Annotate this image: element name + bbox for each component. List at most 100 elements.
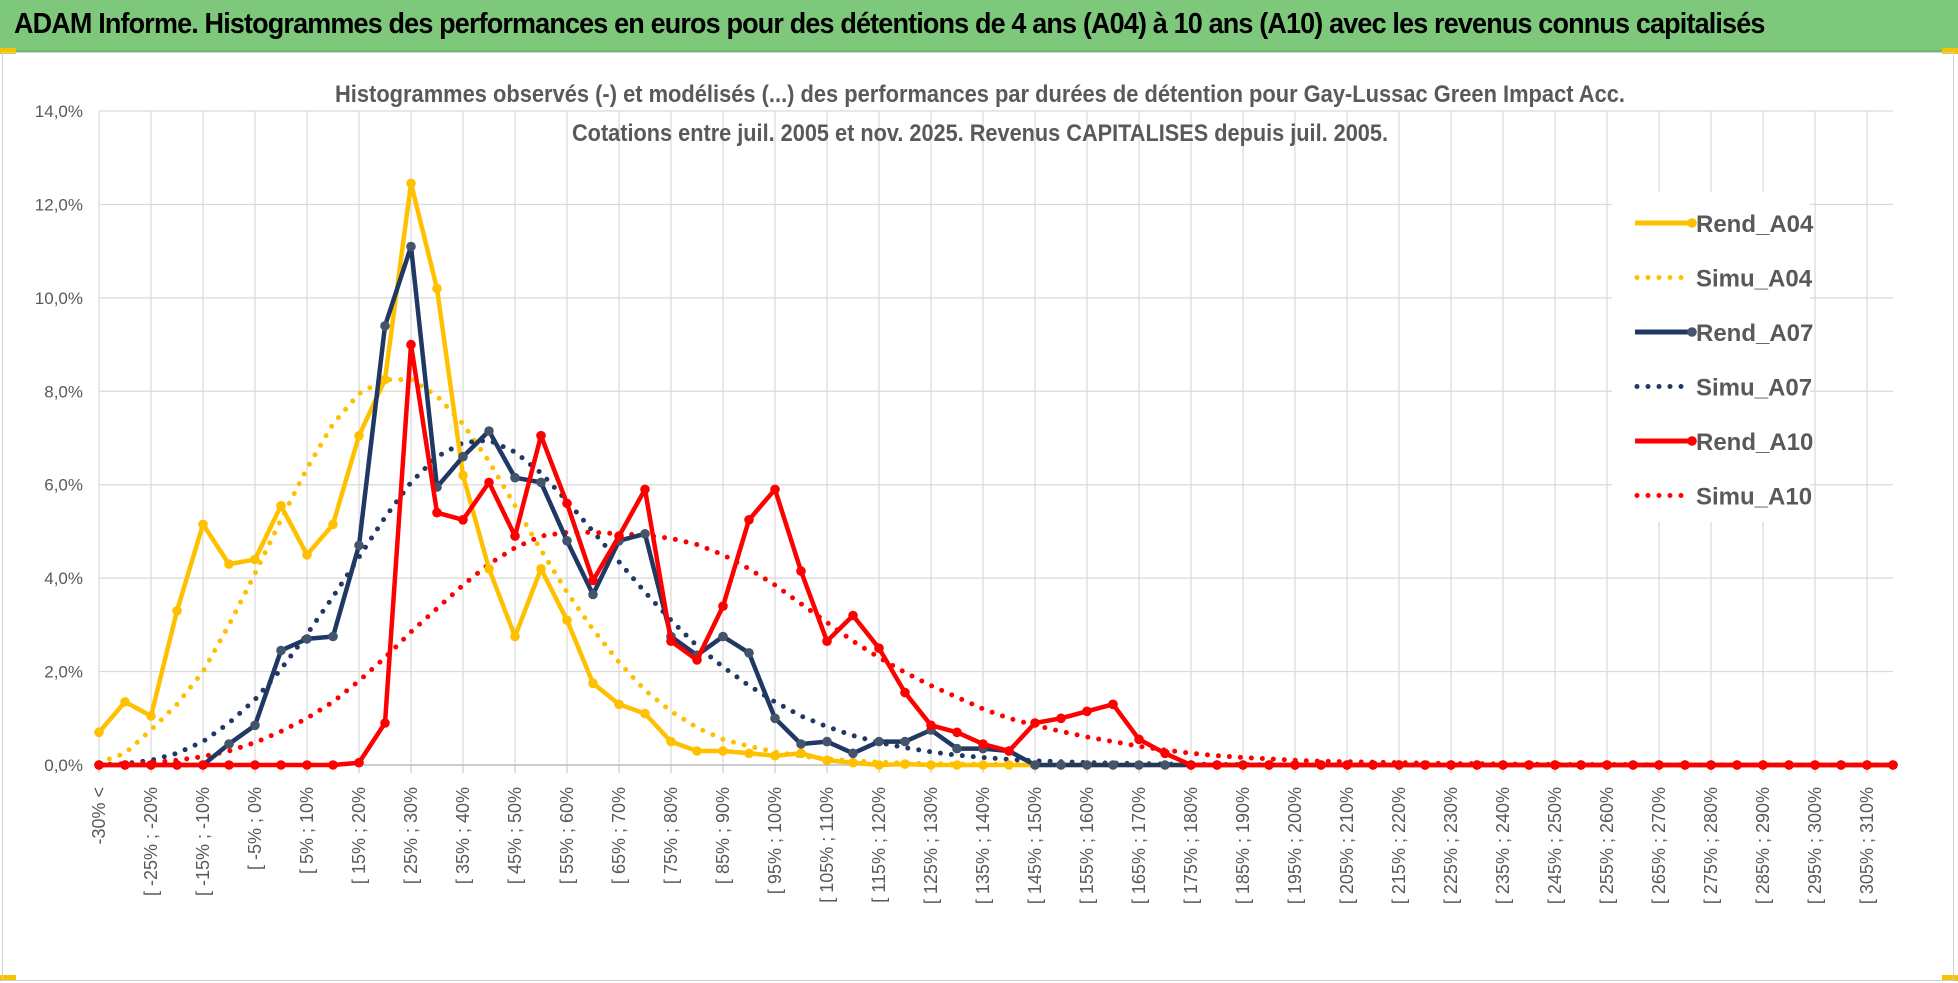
legend-label: Simu_A04 [1696, 266, 1813, 293]
data-point [432, 507, 442, 518]
data-point [978, 739, 988, 749]
report-title: ADAM Informe. Histogrammes des performan… [14, 8, 1765, 40]
y-tick-label: 2,0% [44, 663, 83, 682]
legend: Rend_A04 Simu_A04 Rend_A07 Simu_A07 Rend_A10… [1634, 211, 1814, 511]
y-tick-label: 8,0% [44, 382, 83, 401]
x-tick-label: [ 75% ; 80% [661, 787, 681, 884]
data-point [354, 430, 364, 441]
data-point [406, 178, 416, 189]
x-tick-label: [ -5% ; 0% [245, 787, 265, 870]
data-point [328, 760, 338, 770]
y-tick-label: 14,0% [35, 102, 83, 121]
y-tick-label: 4,0% [44, 569, 83, 588]
series-line [99, 342, 1893, 768]
data-point [1498, 760, 1508, 770]
data-point [692, 655, 702, 665]
data-point [1004, 746, 1014, 756]
data-point [822, 755, 832, 766]
data-point [718, 601, 728, 611]
x-tick-label: [ 55% ; 60% [557, 787, 577, 884]
data-point [458, 451, 468, 462]
series-simu-a10 [96, 529, 1896, 768]
data-point [120, 760, 130, 770]
x-tick-label: [ 125% ; 130% [921, 787, 941, 904]
data-point [796, 748, 806, 759]
data-point [1238, 760, 1248, 770]
data-point [1784, 760, 1794, 770]
data-point [900, 736, 910, 747]
data-point [1628, 760, 1638, 770]
data-point [952, 743, 962, 754]
data-point [770, 713, 780, 724]
data-point [692, 746, 702, 756]
series-line [96, 529, 1896, 768]
data-point [1160, 748, 1170, 759]
data-point [354, 757, 364, 768]
data-point [822, 636, 832, 646]
series-simu-a07 [96, 437, 1896, 768]
legend-label: Simu_A07 [1696, 375, 1812, 402]
data-point [1888, 760, 1898, 770]
x-tick-label: [ 15% ; 20% [349, 787, 369, 884]
x-tick-label: [ 165% ; 170% [1129, 787, 1149, 904]
data-point [588, 575, 598, 586]
data-point [744, 748, 754, 759]
corner-marker [0, 48, 16, 54]
data-point [1654, 760, 1664, 770]
data-point [588, 589, 598, 600]
data-point [822, 736, 832, 747]
data-point [1134, 734, 1144, 745]
data-point [796, 739, 806, 749]
data-point [354, 540, 364, 551]
data-point [380, 374, 390, 385]
data-point [458, 515, 468, 525]
data-point [198, 519, 208, 530]
y-tick-label: 0,0% [44, 756, 83, 775]
chart-title-line2: Cotations entre juil. 2005 et nov. 2025.… [572, 120, 1388, 147]
legend-label: Rend_A10 [1696, 429, 1813, 456]
data-point [1576, 760, 1586, 770]
legend-label: Rend_A04 [1696, 211, 1814, 238]
data-point [224, 559, 234, 569]
data-point [1030, 760, 1040, 770]
data-point [1368, 760, 1378, 770]
legend-label: Simu_A10 [1696, 484, 1812, 511]
data-point [328, 519, 338, 530]
x-tick-label: [ 255% ; 260% [1597, 787, 1617, 904]
x-tick-label: [ 135% ; 140% [973, 787, 993, 904]
series-line [96, 437, 1896, 768]
data-point [744, 648, 754, 658]
data-point [432, 283, 442, 294]
x-tick-label: [ 85% ; 90% [713, 787, 733, 884]
chart-frame [2, 52, 1954, 981]
chart-title-line1: Histogrammes observés (-) et modélisés (… [335, 81, 1625, 108]
data-point [1004, 760, 1014, 770]
legend-background [1612, 192, 1810, 522]
x-tick-label: [ 205% ; 210% [1337, 787, 1357, 904]
data-point [198, 760, 208, 770]
x-tick-label: [ 155% ; 160% [1077, 787, 1097, 904]
data-point [536, 430, 546, 441]
data-point [536, 477, 546, 488]
data-point [1472, 760, 1482, 770]
data-point [952, 727, 962, 738]
data-point [510, 472, 520, 483]
data-point [302, 760, 312, 770]
x-tick-label: [ -25% ; -20% [141, 787, 161, 896]
data-point [1212, 760, 1222, 770]
data-point [848, 757, 858, 768]
data-point [640, 708, 650, 719]
data-point [250, 720, 260, 731]
data-point [1810, 760, 1820, 770]
grid [98, 110, 1893, 766]
data-point [1758, 760, 1768, 770]
data-point [406, 339, 416, 350]
header-banner: ADAM Informe. Histogrammes des performan… [0, 0, 1958, 52]
data-point [1680, 760, 1690, 770]
data-point [1524, 760, 1534, 770]
data-point [484, 426, 494, 436]
x-tick-label: [ 295% ; 300% [1805, 787, 1825, 904]
x-tick-label: [ 145% ; 150% [1025, 787, 1045, 904]
legend-item-simu-a07: Simu_A07 [1634, 375, 1812, 402]
